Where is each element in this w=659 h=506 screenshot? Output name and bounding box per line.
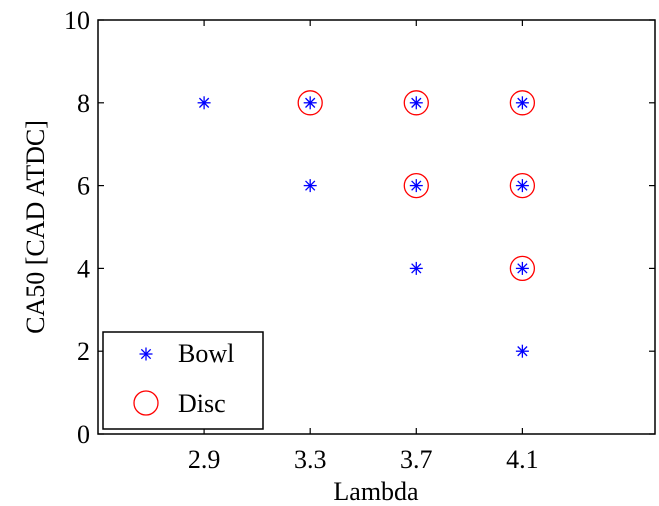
bowl-point (515, 261, 529, 275)
x-axis-ticks: 2.9 3.3 3.7 4.1 (188, 20, 539, 474)
y-tick-label: 10 (64, 6, 90, 35)
bowl-point (409, 96, 423, 110)
bowl-point (515, 179, 529, 193)
y-tick-label: 8 (77, 89, 90, 118)
x-tick-label: 3.3 (294, 445, 327, 474)
legend-label-disc: Disc (178, 389, 226, 418)
data-points (197, 90, 536, 358)
x-tick-label: 4.1 (506, 445, 539, 474)
y-tick-label: 2 (77, 337, 90, 366)
bowl-point (303, 96, 317, 110)
legend-box (102, 331, 264, 430)
disc-point (509, 90, 536, 116)
disc-point (509, 255, 536, 282)
bowl-point (515, 344, 529, 358)
legend-bowl-marker (139, 347, 153, 361)
disc-point (297, 90, 323, 116)
x-tick-label: 3.7 (400, 445, 433, 474)
y-tick-label: 0 (77, 420, 90, 449)
bowl-point (409, 261, 423, 275)
x-tick-label: 2.9 (188, 445, 221, 474)
bowl-point (197, 96, 211, 110)
x-axis-label: Lambda (333, 477, 419, 506)
legend-label-bowl: Bowl (178, 339, 234, 368)
legend-disc-marker (133, 390, 159, 416)
legend-marker-disc (133, 390, 159, 416)
bowl-point (409, 179, 423, 193)
legend: Bowl Disc (102, 331, 264, 430)
bowl-point (515, 96, 529, 110)
legend-marker-bowl (139, 347, 153, 361)
y-tick-label: 4 (77, 254, 90, 283)
y-axis-label: CA50 [CAD ATDC] (21, 120, 50, 334)
disc-point (403, 90, 429, 116)
y-tick-label: 6 (77, 172, 90, 201)
bowl-point (303, 179, 317, 193)
disc-point (403, 172, 429, 199)
y-axis-ticks: 0 2 4 6 8 10 (64, 6, 655, 449)
disc-point (509, 172, 536, 199)
